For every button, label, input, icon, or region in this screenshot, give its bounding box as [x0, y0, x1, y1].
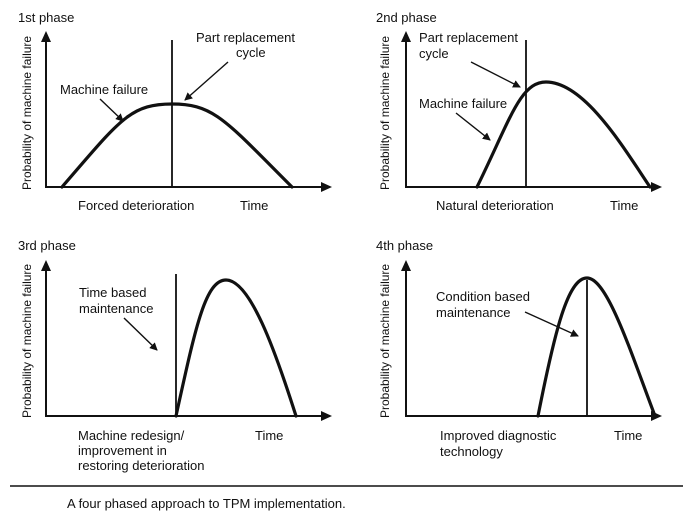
- axes: [405, 262, 660, 417]
- time-label: Time: [614, 428, 642, 443]
- callout-condition-based: Condition based: [436, 289, 530, 304]
- callout-arrow: [455, 112, 491, 141]
- axes: [45, 33, 330, 188]
- panel-4th-phase: 4th phase Probability of machine failure…: [376, 238, 662, 459]
- callout-arrow: [470, 61, 521, 88]
- x-axis-arrowhead: [321, 411, 332, 421]
- panel-3rd-phase: 3rd phase Probability of machine failure…: [18, 238, 332, 473]
- footer-label: Improved diagnostic: [440, 428, 557, 443]
- y-axis-label: Probability of machine failure: [378, 36, 392, 190]
- callout-machine-failure: Machine failure: [419, 96, 507, 111]
- panel-1st-phase: 1st phase Probability of machine failure…: [18, 10, 332, 213]
- axes: [45, 262, 330, 417]
- callout-machine-failure: Machine failure: [60, 82, 148, 97]
- x-axis-arrowhead: [651, 182, 662, 192]
- x-axis-arrowhead: [321, 182, 332, 192]
- time-label: Time: [610, 198, 638, 213]
- panel-2nd-phase: 2nd phase Probability of machine failure…: [376, 10, 662, 213]
- callout-cycle: cycle: [419, 46, 449, 61]
- panel-title: 4th phase: [376, 238, 433, 253]
- callout-arrow: [524, 311, 579, 337]
- failure-curve: [536, 276, 657, 418]
- callout-part-replacement: Part replacement: [419, 30, 518, 45]
- footer-label: Forced deterioration: [78, 198, 194, 213]
- callout-arrow: [123, 317, 158, 351]
- y-axis-arrowhead: [401, 31, 411, 42]
- failure-curve: [60, 102, 294, 189]
- callout-maintenance: maintenance: [436, 305, 510, 320]
- callout-arrow: [99, 98, 124, 122]
- figure-caption: A four phased approach to TPM implementa…: [67, 496, 346, 511]
- failure-curve: [475, 80, 652, 189]
- y-axis-arrowhead: [41, 260, 51, 271]
- footer-label: Natural deterioration: [436, 198, 554, 213]
- y-axis-label: Probability of machine failure: [20, 264, 34, 418]
- callout-arrow: [184, 61, 229, 101]
- callout-cycle: cycle: [236, 45, 266, 60]
- panel-title: 2nd phase: [376, 10, 437, 25]
- y-axis-label: Probability of machine failure: [20, 36, 34, 190]
- panel-title: 3rd phase: [18, 238, 76, 253]
- callout-part-replacement: Part replacement: [196, 30, 295, 45]
- time-label: Time: [255, 428, 283, 443]
- failure-curve: [174, 278, 298, 418]
- time-label: Time: [240, 198, 268, 213]
- y-axis-arrowhead: [401, 260, 411, 271]
- y-axis-arrowhead: [41, 31, 51, 42]
- footer-label: Machine redesign/: [78, 428, 185, 443]
- axes: [405, 33, 660, 188]
- panel-title: 1st phase: [18, 10, 74, 25]
- footer-label: improvement in: [78, 443, 167, 458]
- footer-label: technology: [440, 444, 503, 459]
- footer-label: restoring deterioration: [78, 458, 204, 473]
- callout-maintenance: maintenance: [79, 301, 153, 316]
- callout-time-based: Time based: [79, 285, 146, 300]
- y-axis-label: Probability of machine failure: [378, 264, 392, 418]
